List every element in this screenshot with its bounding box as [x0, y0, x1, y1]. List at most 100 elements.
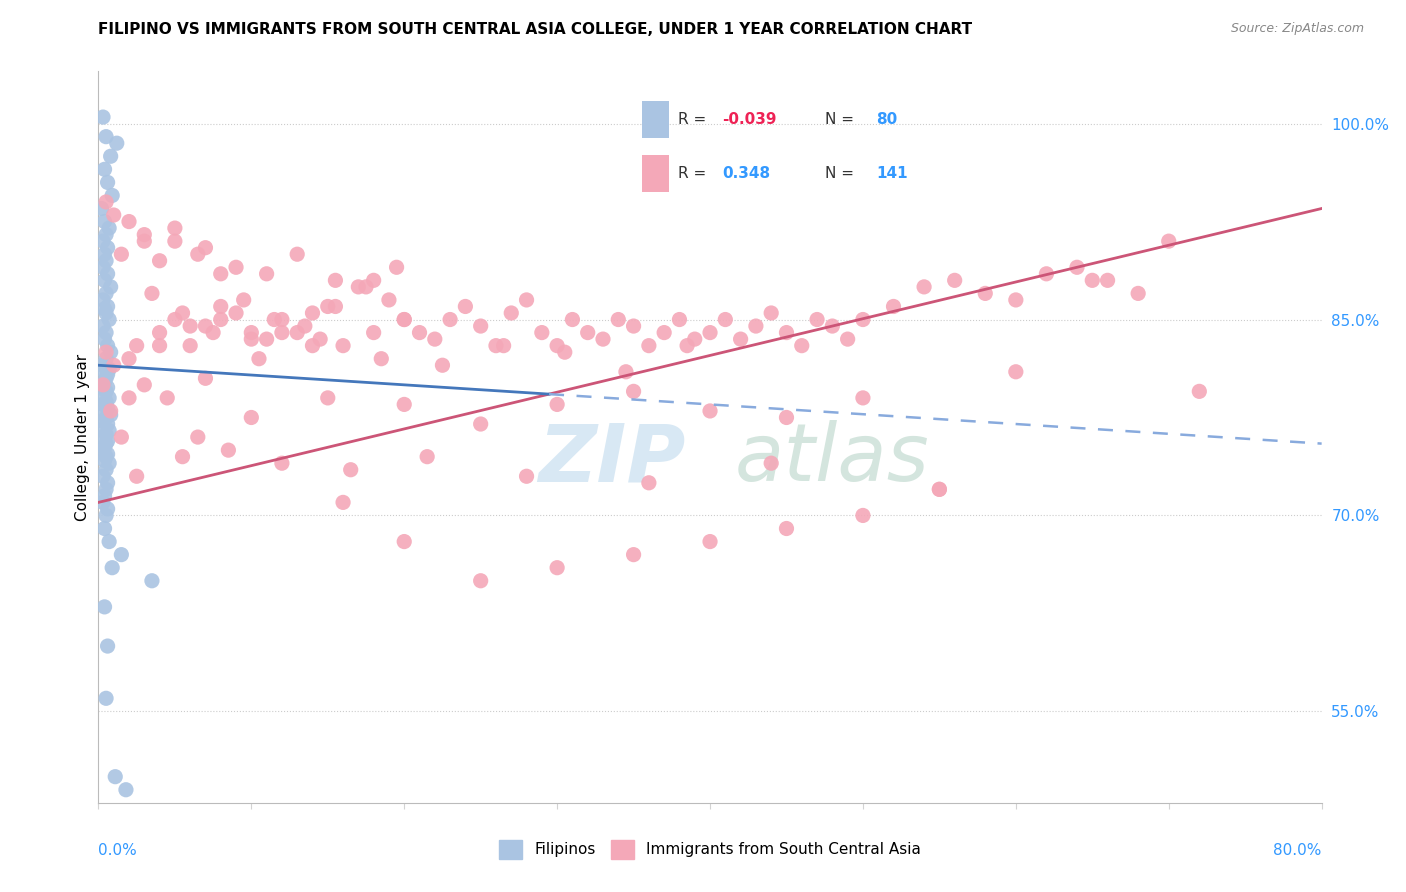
Point: [652, 326, 675, 340]
Point: [118, 391, 141, 405]
Point: [699, 326, 721, 340]
Point: [332, 495, 354, 509]
Point: [94, 436, 117, 450]
Text: Source: ZipAtlas.com: Source: ZipAtlas.com: [1230, 22, 1364, 36]
Point: [852, 508, 875, 523]
Text: ZIP: ZIP: [538, 420, 686, 498]
Point: [93, 421, 115, 435]
Point: [332, 339, 354, 353]
Point: [883, 300, 905, 314]
Text: 0.348: 0.348: [723, 166, 770, 181]
Point: [93, 453, 115, 467]
Point: [91, 397, 114, 411]
Point: [94, 508, 117, 523]
Point: [91, 293, 114, 307]
Point: [416, 450, 439, 464]
Point: [668, 312, 690, 326]
Point: [1004, 293, 1026, 307]
Point: [761, 306, 783, 320]
Point: [110, 247, 132, 261]
Point: [806, 312, 828, 326]
Point: [852, 312, 875, 326]
Point: [354, 280, 377, 294]
Point: [385, 260, 408, 275]
FancyBboxPatch shape: [641, 155, 669, 192]
Point: [103, 208, 125, 222]
Point: [1035, 267, 1057, 281]
Point: [943, 273, 966, 287]
FancyBboxPatch shape: [641, 101, 669, 138]
Point: [623, 319, 645, 334]
Point: [93, 599, 115, 614]
Point: [97, 267, 120, 281]
Point: [485, 339, 508, 353]
Text: R =: R =: [678, 166, 706, 181]
Point: [194, 241, 217, 255]
Point: [530, 326, 553, 340]
Point: [270, 456, 294, 470]
Point: [309, 332, 332, 346]
Point: [1004, 365, 1026, 379]
Point: [93, 301, 115, 317]
Point: [94, 384, 117, 399]
Point: [93, 521, 115, 535]
Point: [97, 241, 120, 255]
Point: [100, 280, 122, 294]
Point: [156, 391, 179, 405]
Point: [370, 351, 392, 366]
Point: [97, 475, 120, 490]
Point: [91, 443, 114, 458]
Point: [94, 394, 117, 409]
Point: [470, 574, 492, 588]
Point: [1157, 234, 1180, 248]
Point: [94, 691, 117, 706]
Point: [301, 339, 323, 353]
Point: [149, 253, 172, 268]
Point: [105, 136, 128, 151]
Point: [97, 175, 120, 189]
Point: [194, 371, 217, 385]
Point: [118, 351, 141, 366]
Point: [730, 332, 752, 346]
Point: [94, 371, 117, 385]
Text: atlas: atlas: [735, 420, 929, 498]
Point: [454, 300, 477, 314]
Point: [91, 469, 114, 483]
Point: [638, 339, 661, 353]
Point: [501, 306, 523, 320]
Point: [94, 351, 117, 366]
Point: [115, 782, 138, 797]
Point: [638, 475, 661, 490]
Point: [623, 384, 645, 399]
Point: [163, 312, 186, 326]
Point: [775, 410, 797, 425]
Point: [91, 495, 114, 509]
Point: [270, 326, 294, 340]
Point: [94, 463, 117, 477]
Point: [301, 306, 323, 320]
Point: [392, 397, 416, 411]
Text: 0.0%: 0.0%: [98, 843, 138, 858]
Point: [103, 358, 125, 372]
Point: [576, 326, 599, 340]
Point: [100, 345, 122, 359]
Point: [91, 358, 114, 372]
Point: [94, 227, 117, 242]
Point: [100, 408, 122, 422]
Point: [118, 214, 141, 228]
Point: [316, 391, 339, 405]
Point: [325, 273, 347, 287]
Point: [363, 326, 385, 340]
Point: [125, 469, 148, 483]
Point: [546, 339, 568, 353]
Point: [93, 441, 115, 455]
Point: [209, 267, 232, 281]
Point: [592, 332, 614, 346]
Point: [561, 312, 583, 326]
Point: [91, 430, 114, 444]
Point: [470, 417, 492, 431]
Point: [209, 300, 232, 314]
Point: [91, 234, 114, 248]
Point: [94, 129, 117, 144]
Point: [149, 326, 172, 340]
